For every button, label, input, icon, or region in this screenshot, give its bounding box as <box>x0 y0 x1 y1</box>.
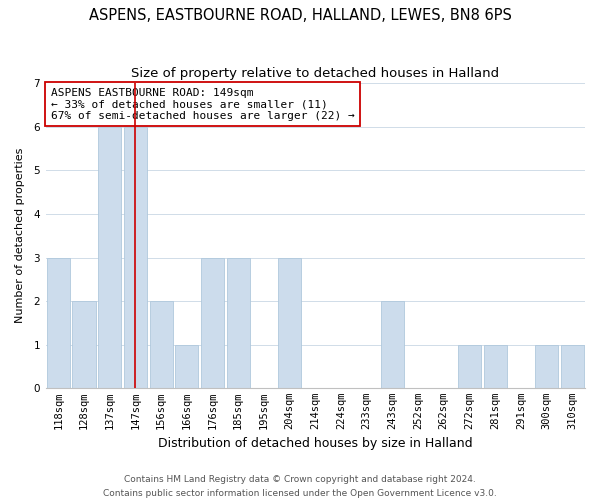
Text: Contains HM Land Registry data © Crown copyright and database right 2024.
Contai: Contains HM Land Registry data © Crown c… <box>103 476 497 498</box>
Bar <box>149 301 173 388</box>
Bar <box>73 301 95 388</box>
Y-axis label: Number of detached properties: Number of detached properties <box>15 148 25 324</box>
Bar <box>278 258 301 388</box>
Bar <box>201 258 224 388</box>
Bar <box>47 258 70 388</box>
Bar <box>124 126 147 388</box>
Bar <box>227 258 250 388</box>
Text: ASPENS, EASTBOURNE ROAD, HALLAND, LEWES, BN8 6PS: ASPENS, EASTBOURNE ROAD, HALLAND, LEWES,… <box>89 8 511 22</box>
Bar <box>484 345 506 389</box>
Bar <box>175 345 199 389</box>
X-axis label: Distribution of detached houses by size in Halland: Distribution of detached houses by size … <box>158 437 473 450</box>
Title: Size of property relative to detached houses in Halland: Size of property relative to detached ho… <box>131 68 499 80</box>
Bar <box>535 345 558 389</box>
Bar <box>98 126 121 388</box>
Text: ASPENS EASTBOURNE ROAD: 149sqm
← 33% of detached houses are smaller (11)
67% of : ASPENS EASTBOURNE ROAD: 149sqm ← 33% of … <box>51 88 355 121</box>
Bar <box>560 345 584 389</box>
Bar <box>458 345 481 389</box>
Bar <box>381 301 404 388</box>
